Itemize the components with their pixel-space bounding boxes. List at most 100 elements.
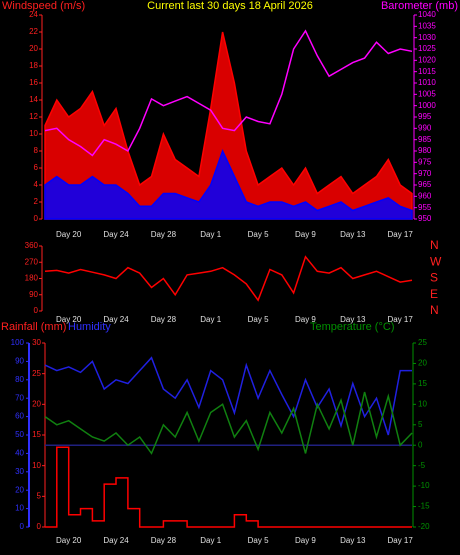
tick-label: 2 <box>34 197 39 206</box>
tick-label: 90 <box>15 357 24 366</box>
tick-label: 270 <box>25 257 39 266</box>
tick-label: 995 <box>418 112 432 121</box>
tick-label: 20 <box>15 485 24 494</box>
chart-title: Current last 30 days 18 April 2026 <box>147 0 313 12</box>
tick-label: -20 <box>418 522 430 531</box>
tick-label: 10 <box>29 129 38 138</box>
line <box>44 391 413 455</box>
x-tick-label: Day 28 <box>151 536 177 545</box>
tick-label: 1020 <box>418 55 436 64</box>
tick-label: 30 <box>15 467 24 476</box>
tick-label: 10 <box>418 399 427 408</box>
tick-label: 14 <box>29 95 38 104</box>
x-tick-label: Day 17 <box>387 315 413 324</box>
tick-label: 16 <box>29 78 38 87</box>
tick-label: 1000 <box>418 101 436 110</box>
line <box>45 446 412 528</box>
axis-label: Windspeed (m/s) <box>2 0 85 12</box>
x-tick-label: Day 17 <box>387 230 413 239</box>
x-tick-label: Day 5 <box>248 536 269 545</box>
tick-label: 1005 <box>418 89 436 98</box>
tick-label: 985 <box>418 135 432 144</box>
axis-label: Temperature (°C) <box>310 321 394 333</box>
x-tick-label: Day 5 <box>248 315 269 324</box>
x-tick-label: Day 13 <box>340 536 366 545</box>
tick-label: N <box>430 303 439 317</box>
x-tick-label: Day 28 <box>151 315 177 324</box>
tick-label: E <box>430 287 438 301</box>
x-tick-label: Day 24 <box>103 315 129 324</box>
x-tick-label: Day 20 <box>56 315 82 324</box>
tick-label: 50 <box>15 430 24 439</box>
x-tick-label: Day 1 <box>200 536 221 545</box>
tick-label: 15 <box>32 430 41 439</box>
x-tick-label: Day 9 <box>295 230 316 239</box>
tick-label: 1040 <box>418 10 436 19</box>
tick-label: 1015 <box>418 67 436 76</box>
x-tick-label: Day 24 <box>103 536 129 545</box>
tick-label: 990 <box>418 123 432 132</box>
tick-label: 1010 <box>418 78 436 87</box>
x-tick-label: Day 28 <box>151 230 177 239</box>
tick-label: 0 <box>34 306 39 315</box>
line <box>44 356 412 436</box>
x-tick-label: Day 1 <box>200 230 221 239</box>
tick-label: 25 <box>32 369 41 378</box>
x-tick-label: Day 20 <box>56 536 82 545</box>
tick-label: 950 <box>418 214 432 223</box>
tick-label: 1025 <box>418 44 436 53</box>
tick-label: 18 <box>29 61 38 70</box>
tick-label: 360 <box>25 241 39 250</box>
line <box>44 29 413 157</box>
x-tick-label: Day 1 <box>200 315 221 324</box>
x-tick-label: Day 13 <box>340 315 366 324</box>
x-tick-label: Day 9 <box>295 536 316 545</box>
x-tick-label: Day 9 <box>295 315 316 324</box>
tick-label: 965 <box>418 180 432 189</box>
tick-label: 0 <box>37 522 42 531</box>
line <box>44 255 413 302</box>
tick-label: 22 <box>29 27 38 36</box>
tick-label: 1035 <box>418 21 436 30</box>
tick-label: 0 <box>418 440 423 449</box>
tick-label: 20 <box>418 359 427 368</box>
tick-label: 12 <box>29 112 38 121</box>
tick-label: S <box>430 271 438 285</box>
tick-label: 90 <box>29 290 38 299</box>
tick-label: 1030 <box>418 33 436 42</box>
tick-label: 30 <box>32 338 41 347</box>
tick-label: 955 <box>418 203 432 212</box>
tick-label: 4 <box>34 180 39 189</box>
tick-label: 24 <box>29 10 38 19</box>
x-tick-label: Day 17 <box>387 536 413 545</box>
x-tick-label: Day 13 <box>340 230 366 239</box>
area <box>44 31 413 220</box>
axis-label: Humidity <box>68 321 111 333</box>
tick-label: 5 <box>37 491 42 500</box>
axis-label: Barometer (mb) <box>381 0 458 12</box>
tick-label: -10 <box>418 481 430 490</box>
tick-label: 8 <box>34 146 39 155</box>
tick-label: W <box>430 254 442 268</box>
tick-label: 5 <box>418 420 423 429</box>
tick-label: 80 <box>15 375 24 384</box>
tick-label: 0 <box>34 214 39 223</box>
area <box>44 149 413 220</box>
x-tick-label: Day 5 <box>248 230 269 239</box>
tick-label: N <box>430 238 439 252</box>
tick-label: 20 <box>29 44 38 53</box>
axis-label: Rainfall (mm) <box>1 321 66 333</box>
tick-label: 960 <box>418 191 432 200</box>
tick-label: 15 <box>418 379 427 388</box>
x-tick-label: Day 20 <box>56 230 82 239</box>
tick-label: 10 <box>15 504 24 513</box>
tick-label: -5 <box>418 461 426 470</box>
tick-label: 970 <box>418 169 432 178</box>
tick-label: 6 <box>34 163 39 172</box>
tick-label: 60 <box>15 412 24 421</box>
tick-label: 25 <box>418 338 427 347</box>
tick-label: 40 <box>15 449 24 458</box>
tick-label: 0 <box>20 522 25 531</box>
tick-label: 10 <box>32 461 41 470</box>
